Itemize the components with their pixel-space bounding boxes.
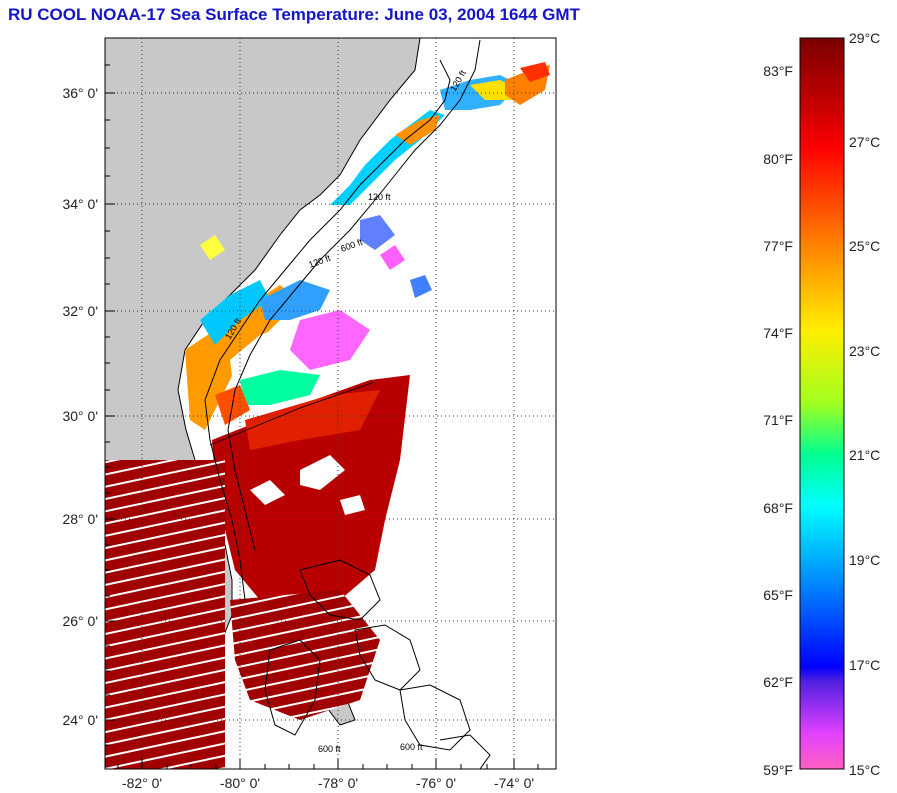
contour-label: 120 ft <box>368 192 391 202</box>
colorbar-fahrenheit-label: 59°F <box>763 762 793 778</box>
lat-label: 32° 0' <box>62 303 98 319</box>
colorbar-celsius-label: 21°C <box>849 447 880 463</box>
colorbar-celsius-label: 25°C <box>849 238 880 254</box>
map-frame <box>104 37 557 770</box>
lat-label: 30° 0' <box>62 408 98 424</box>
contour-label: 600 ft <box>318 744 341 754</box>
colorbar-celsius-label: 15°C <box>849 762 880 778</box>
lat-ticks <box>105 64 115 746</box>
contour-120ft <box>204 59 451 601</box>
lat-label: 26° 0' <box>62 613 98 629</box>
lat-label: 24° 0' <box>62 712 98 728</box>
map-area: 120 ft 120 ft 600 ft 120 ft 120 ft 600 f… <box>105 38 556 769</box>
colorbar-fahrenheit-label: 83°F <box>763 63 793 79</box>
colorbar-fahrenheit-label: 68°F <box>763 500 793 516</box>
lat-label: 34° 0' <box>62 196 98 212</box>
lon-label: -74° 0' <box>494 775 534 791</box>
colorbar-fahrenheit-label: 74°F <box>763 325 793 341</box>
lon-label: -76° 0' <box>416 775 456 791</box>
colorbar-celsius-label: 27°C <box>849 134 880 150</box>
colorbar <box>799 37 845 770</box>
lon-label: -82° 0' <box>122 775 162 791</box>
lon-label: -78° 0' <box>318 775 358 791</box>
map-title: RU COOL NOAA-17 Sea Surface Temperature:… <box>8 5 580 24</box>
contour-600ft <box>227 39 481 551</box>
lat-label: 28° 0' <box>62 511 98 527</box>
colorbar-fahrenheit-label: 65°F <box>763 587 793 603</box>
colorbar-celsius-label: 23°C <box>849 343 880 359</box>
colorbar-fahrenheit-label: 71°F <box>763 412 793 428</box>
lon-ticks <box>117 759 539 769</box>
colorbar-fahrenheit-label: 77°F <box>763 238 793 254</box>
colorbar-celsius-label: 17°C <box>849 657 880 673</box>
colorbar-celsius-label: 19°C <box>849 552 880 568</box>
colorbar-fahrenheit-label: 62°F <box>763 674 793 690</box>
contour-label: 600 ft <box>400 742 423 752</box>
colorbar-fahrenheit-label: 80°F <box>763 151 793 167</box>
lat-label: 36° 0' <box>62 85 98 101</box>
colorbar-celsius-label: 29°C <box>849 30 880 46</box>
lon-label: -80° 0' <box>220 775 260 791</box>
